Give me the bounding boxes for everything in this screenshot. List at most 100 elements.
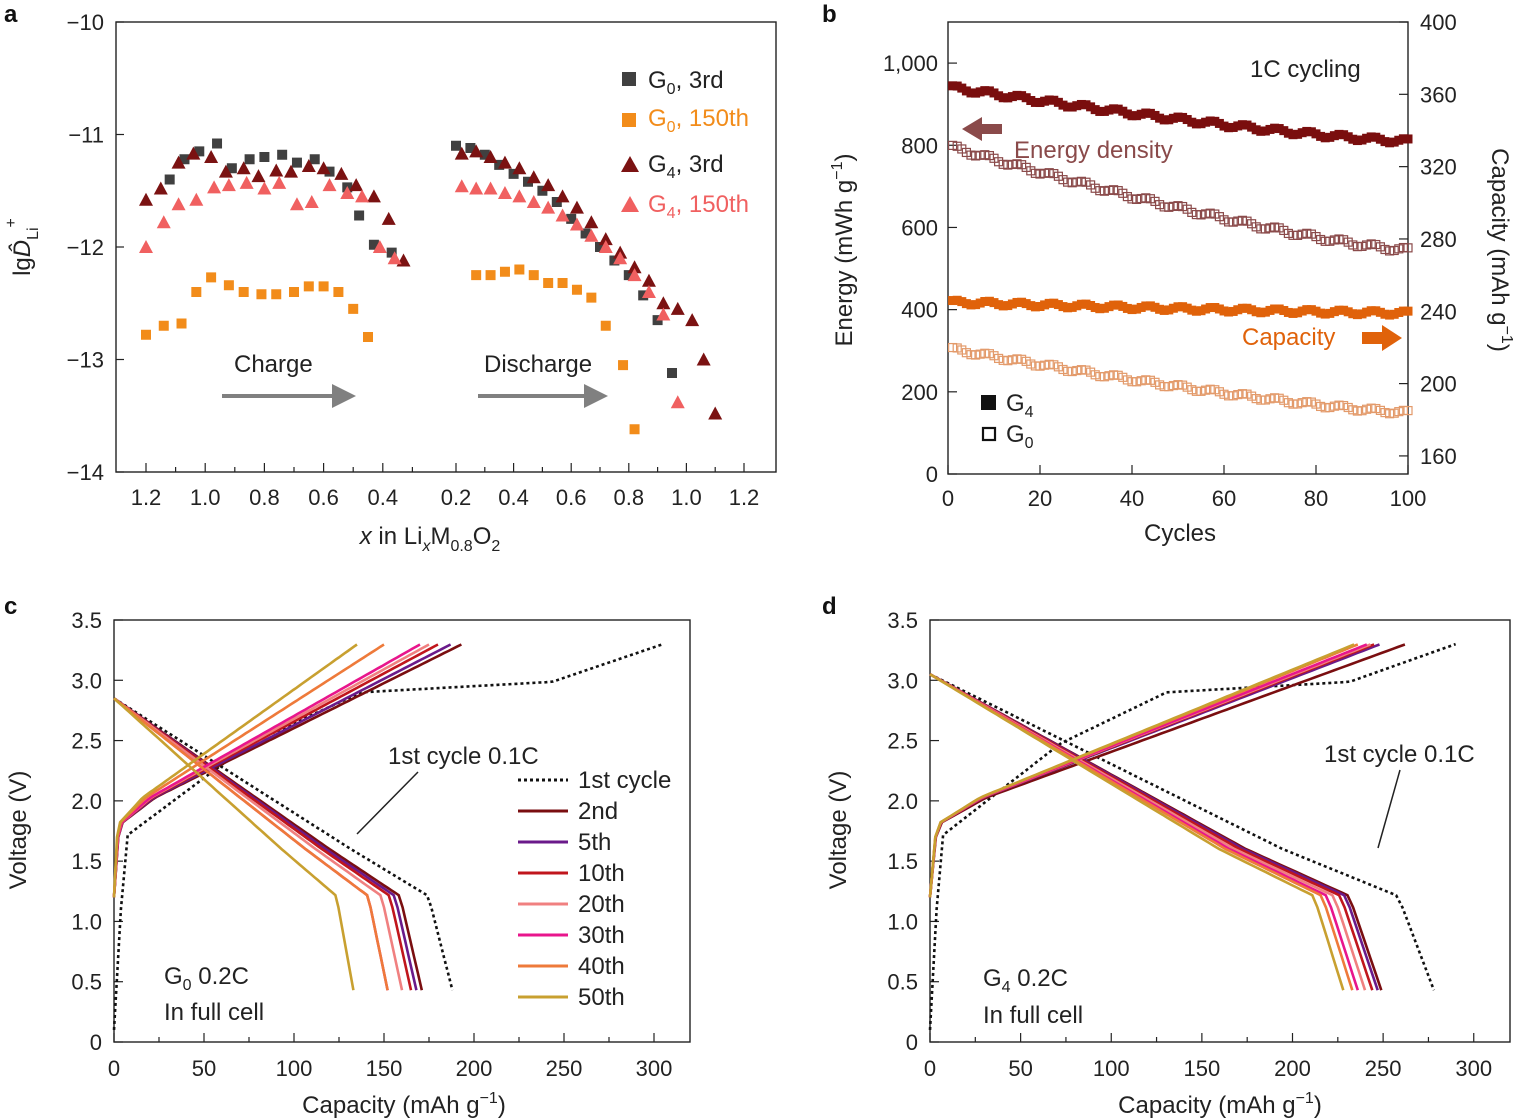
panel-b-point: [1081, 299, 1091, 309]
panel-b-point: [1159, 381, 1169, 392]
panel-b-point: [1325, 132, 1335, 142]
panel-a-point: [301, 159, 316, 172]
panel-a-x-tick-label: 1.0: [190, 485, 221, 510]
panel-a-y-tick-label: −11: [68, 123, 104, 148]
panel-b-point: [1044, 359, 1054, 369]
panel-b-point: [1168, 303, 1178, 313]
panel-b-point: [1311, 129, 1321, 139]
panel-b-point: [1205, 384, 1215, 394]
panel-b-point: [1302, 305, 1312, 315]
panel-c-y-tick-label: 3.5: [71, 608, 102, 633]
panel-a-point: [469, 181, 484, 195]
panel-b-cycling-plot: 0 20 40 60 80 100 0 200 400 600 800 1,000 160 200 240 2…: [829, 10, 1515, 547]
panel-b-point: [984, 296, 994, 306]
panel-b-point: [1086, 301, 1096, 311]
panel-a-point: [451, 140, 461, 151]
panel-b-point: [1260, 126, 1270, 136]
panel-b-point: [1159, 115, 1169, 125]
panel-b-point: [1145, 108, 1155, 118]
panel-b-point: [1145, 301, 1155, 311]
panel-b-left-tick-label: 800: [901, 133, 938, 158]
panel-a-point: [334, 166, 349, 180]
panel-b-point: [1127, 111, 1137, 121]
panel-b-point: [1063, 303, 1073, 313]
panel-c-frame: [113, 619, 691, 1043]
panel-d-x-tick-label: 200: [1274, 1056, 1311, 1081]
panel-b-point: [1012, 297, 1022, 307]
panel-b-point: [1155, 304, 1165, 314]
panel-b-point: [1348, 309, 1358, 319]
panel-b-point: [1003, 301, 1013, 311]
panel-a-point: [333, 287, 344, 297]
panel-b-point: [1007, 92, 1017, 102]
panel-b-point: [1104, 105, 1114, 115]
panel-a-point: [212, 138, 223, 149]
panel-b-point: [1127, 305, 1137, 315]
panel-a-point: [580, 228, 591, 239]
panel-b-point: [1362, 307, 1372, 317]
panel-a-y-tick-label: −12: [67, 235, 104, 260]
panel-d-discharge-curve: [929, 673, 1367, 991]
panel-b-point: [993, 157, 1004, 167]
panel-c-charge-curve: [112, 643, 358, 898]
panel-d-x-label: Capacity (mAh g−1): [1118, 1090, 1322, 1119]
panel-b-point: [1366, 403, 1376, 413]
panel-b-x-tick-label: 100: [1390, 486, 1427, 511]
panel-a-point: [355, 189, 370, 203]
panel-b-point: [1182, 115, 1192, 125]
panel-b-point: [1362, 133, 1372, 143]
panel-b-point: [1155, 113, 1165, 123]
panel-b-left-y-label: Energy (mWh g−1): [829, 154, 858, 347]
panel-b-point: [1375, 307, 1385, 317]
panel-a-point: [667, 368, 677, 378]
panel-b-point: [1058, 100, 1068, 110]
panel-a-charge-label: Charge: [234, 351, 313, 378]
panel-b-point: [1090, 105, 1100, 115]
panel-b-right-y-label: Capacity (mAh g−1): [1486, 148, 1515, 352]
panel-d-pointer-line: [1377, 769, 1401, 849]
panel-a-point: [322, 178, 337, 192]
panel-b-point: [1380, 309, 1390, 319]
panel-d-x-tick-label: 300: [1455, 1056, 1492, 1081]
panel-d-y-tick-label: 2.0: [887, 789, 918, 814]
panel-a-point: [156, 215, 171, 229]
panel-b-point: [1067, 302, 1077, 312]
panel-b-point: [1403, 306, 1413, 316]
panel-b-point: [1394, 308, 1404, 318]
panel-a-charge-arrow-icon: [332, 384, 356, 408]
panel-b-right-tick-label: 280: [1420, 227, 1457, 252]
panel-d-discharge-curve: [929, 673, 1345, 991]
panel-b-point: [1242, 120, 1252, 130]
panel-b-point: [1178, 112, 1188, 122]
panel-b-point: [1214, 118, 1224, 128]
panel-b-point: [1118, 106, 1128, 116]
panel-b-point: [1357, 135, 1367, 145]
panel-b-point: [1283, 128, 1293, 138]
panel-b-point: [1136, 302, 1146, 312]
panel-b-point: [1320, 236, 1330, 246]
panel-b-point: [1389, 137, 1399, 147]
panel-a-point: [555, 189, 570, 203]
panel-b-point: [1352, 310, 1362, 320]
panel-b-point: [1016, 354, 1027, 364]
panel-b-point: [1109, 300, 1119, 310]
panel-a-point: [171, 155, 186, 169]
panel-a-point: [454, 179, 469, 193]
panel-b-point: [1224, 307, 1234, 317]
panel-d-discharge-curve: [929, 673, 1360, 991]
panel-b-point: [1122, 109, 1132, 119]
panel-a-point: [497, 186, 512, 199]
panel-b-left-tick-label: 600: [901, 215, 938, 240]
panel-b-point: [1164, 115, 1174, 125]
panel-b-point: [1136, 193, 1146, 204]
panel-b-point: [1237, 120, 1247, 130]
panel-b-point: [1293, 308, 1303, 318]
panel-a-point: [304, 195, 319, 208]
panel-b-point: [1136, 376, 1146, 386]
panel-a-point: [609, 255, 620, 266]
panel-c-discharge-curve: [113, 697, 454, 991]
panel-b-point: [1366, 306, 1376, 316]
panel-a-point: [239, 175, 254, 189]
panel-b-point: [1265, 305, 1275, 315]
